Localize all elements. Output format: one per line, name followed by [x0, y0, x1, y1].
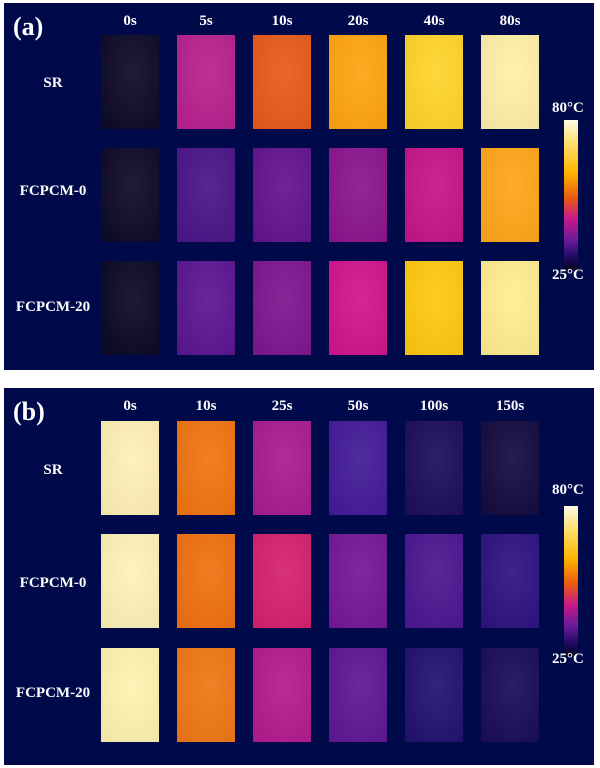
- thermal-sample: [481, 421, 539, 515]
- time-label: 0s: [123, 398, 137, 414]
- temperature-colorbar: [564, 506, 578, 656]
- thermal-sample: [329, 648, 387, 742]
- thermal-sample: [177, 261, 235, 355]
- time-label: 20s: [347, 13, 369, 29]
- thermal-sample: [177, 35, 235, 129]
- thermal-sample: [405, 261, 463, 355]
- time-label: 25s: [271, 398, 293, 414]
- thermal-sample: [177, 148, 235, 242]
- thermal-sample: [253, 261, 311, 355]
- colorbar-min-label: 25°C: [552, 651, 584, 667]
- thermal-sample: [329, 148, 387, 242]
- panel-label: (b): [13, 397, 45, 426]
- time-label: 5s: [199, 13, 213, 29]
- thermal-sample: [101, 648, 159, 742]
- thermal-sample: [329, 261, 387, 355]
- thermal-sample: [253, 421, 311, 515]
- time-label: 10s: [271, 13, 293, 29]
- row-label: FCPCM-0: [19, 183, 87, 199]
- thermal-sample: [177, 648, 235, 742]
- row-label: FCPCM-0: [19, 575, 87, 591]
- thermal-sample: [329, 421, 387, 515]
- time-label: 80s: [499, 13, 521, 29]
- time-label: 10s: [195, 398, 217, 414]
- time-label: 40s: [423, 13, 445, 29]
- thermal-sample: [481, 648, 539, 742]
- time-label: 50s: [347, 398, 369, 414]
- thermal-sample: [101, 148, 159, 242]
- thermal-sample: [405, 35, 463, 129]
- thermal-sample: [405, 534, 463, 628]
- thermal-panel-a: (a) 0s 5s 10s 20s 40s 80s SR FCPCM-0 FCP…: [4, 3, 594, 370]
- colorbar-min-label: 25°C: [552, 267, 584, 283]
- row-label: SR: [43, 462, 63, 478]
- thermal-sample: [481, 35, 539, 129]
- thermal-sample: [405, 148, 463, 242]
- thermal-sample: [405, 648, 463, 742]
- thermal-sample: [253, 648, 311, 742]
- thermal-sample: [481, 534, 539, 628]
- colorbar-max-label: 80°C: [552, 482, 584, 498]
- thermal-sample: [101, 261, 159, 355]
- temperature-colorbar: [564, 120, 578, 270]
- colorbar-max-label: 80°C: [552, 100, 584, 116]
- thermal-sample: [329, 35, 387, 129]
- panel-label: (a): [13, 12, 44, 41]
- time-label: 150s: [495, 398, 525, 414]
- thermal-sample: [253, 534, 311, 628]
- thermal-sample: [481, 261, 539, 355]
- row-label: FCPCM-20: [15, 685, 91, 701]
- thermal-sample: [177, 421, 235, 515]
- thermal-sample: [101, 35, 159, 129]
- thermal-sample: [177, 534, 235, 628]
- row-label: SR: [43, 75, 63, 91]
- thermal-sample: [253, 148, 311, 242]
- thermal-sample: [329, 534, 387, 628]
- thermal-sample: [405, 421, 463, 515]
- time-label: 0s: [123, 13, 137, 29]
- thermal-panel-b: (b) 0s 10s 25s 50s 100s 150s SR FCPCM-0 …: [4, 388, 594, 765]
- thermal-sample: [101, 534, 159, 628]
- thermal-sample: [481, 148, 539, 242]
- row-label: FCPCM-20: [15, 299, 91, 315]
- thermal-sample: [101, 421, 159, 515]
- time-label: 100s: [419, 398, 449, 414]
- thermal-sample: [253, 35, 311, 129]
